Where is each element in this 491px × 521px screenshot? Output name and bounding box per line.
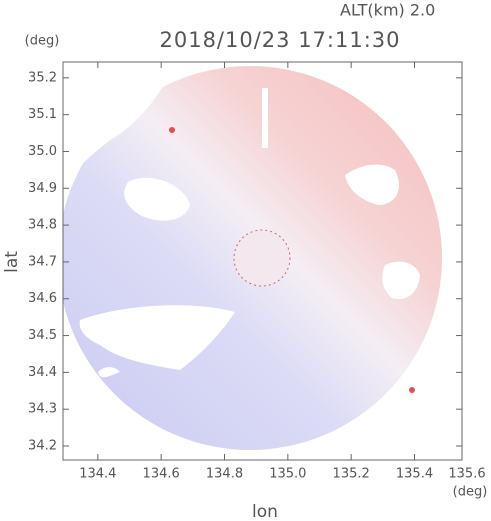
x-tick-label: 134.4: [79, 467, 116, 482]
y-tick-label: 34.4: [28, 365, 57, 380]
y-tick-label: 35.0: [28, 144, 57, 159]
chart-title: 2018/10/23 17:11:30: [159, 28, 400, 52]
y-unit: (deg): [25, 34, 60, 49]
x-tick-label: 134.8: [206, 467, 243, 482]
x-tick-label: 135.0: [269, 467, 306, 482]
y-tick-label: 34.5: [28, 328, 57, 343]
x-tick-label: 135.2: [333, 467, 370, 482]
y-tick-label: 34.9: [28, 181, 57, 196]
y-tick-label: 34.8: [28, 218, 57, 233]
y-axis-label: lat: [2, 251, 22, 273]
y-tick-label: 34.2: [28, 439, 57, 454]
x-axis-label: lon: [252, 502, 278, 521]
radar-field: [63, 62, 442, 450]
y-tick-label: 34.6: [28, 291, 57, 306]
x-unit: (deg): [453, 485, 488, 500]
x-tick-label: 135.6: [448, 467, 485, 482]
y-tick-label: 34.3: [28, 402, 57, 417]
y-tick-label: 35.2: [28, 70, 57, 85]
y-tick-label: 35.1: [28, 107, 57, 122]
x-tick-label: 134.6: [143, 467, 180, 482]
altitude: ALT(km) 2.0: [340, 1, 435, 20]
plot-frame: [62, 61, 463, 461]
y-tick-label: 34.7: [28, 254, 57, 269]
x-tick-label: 135.4: [396, 467, 433, 482]
